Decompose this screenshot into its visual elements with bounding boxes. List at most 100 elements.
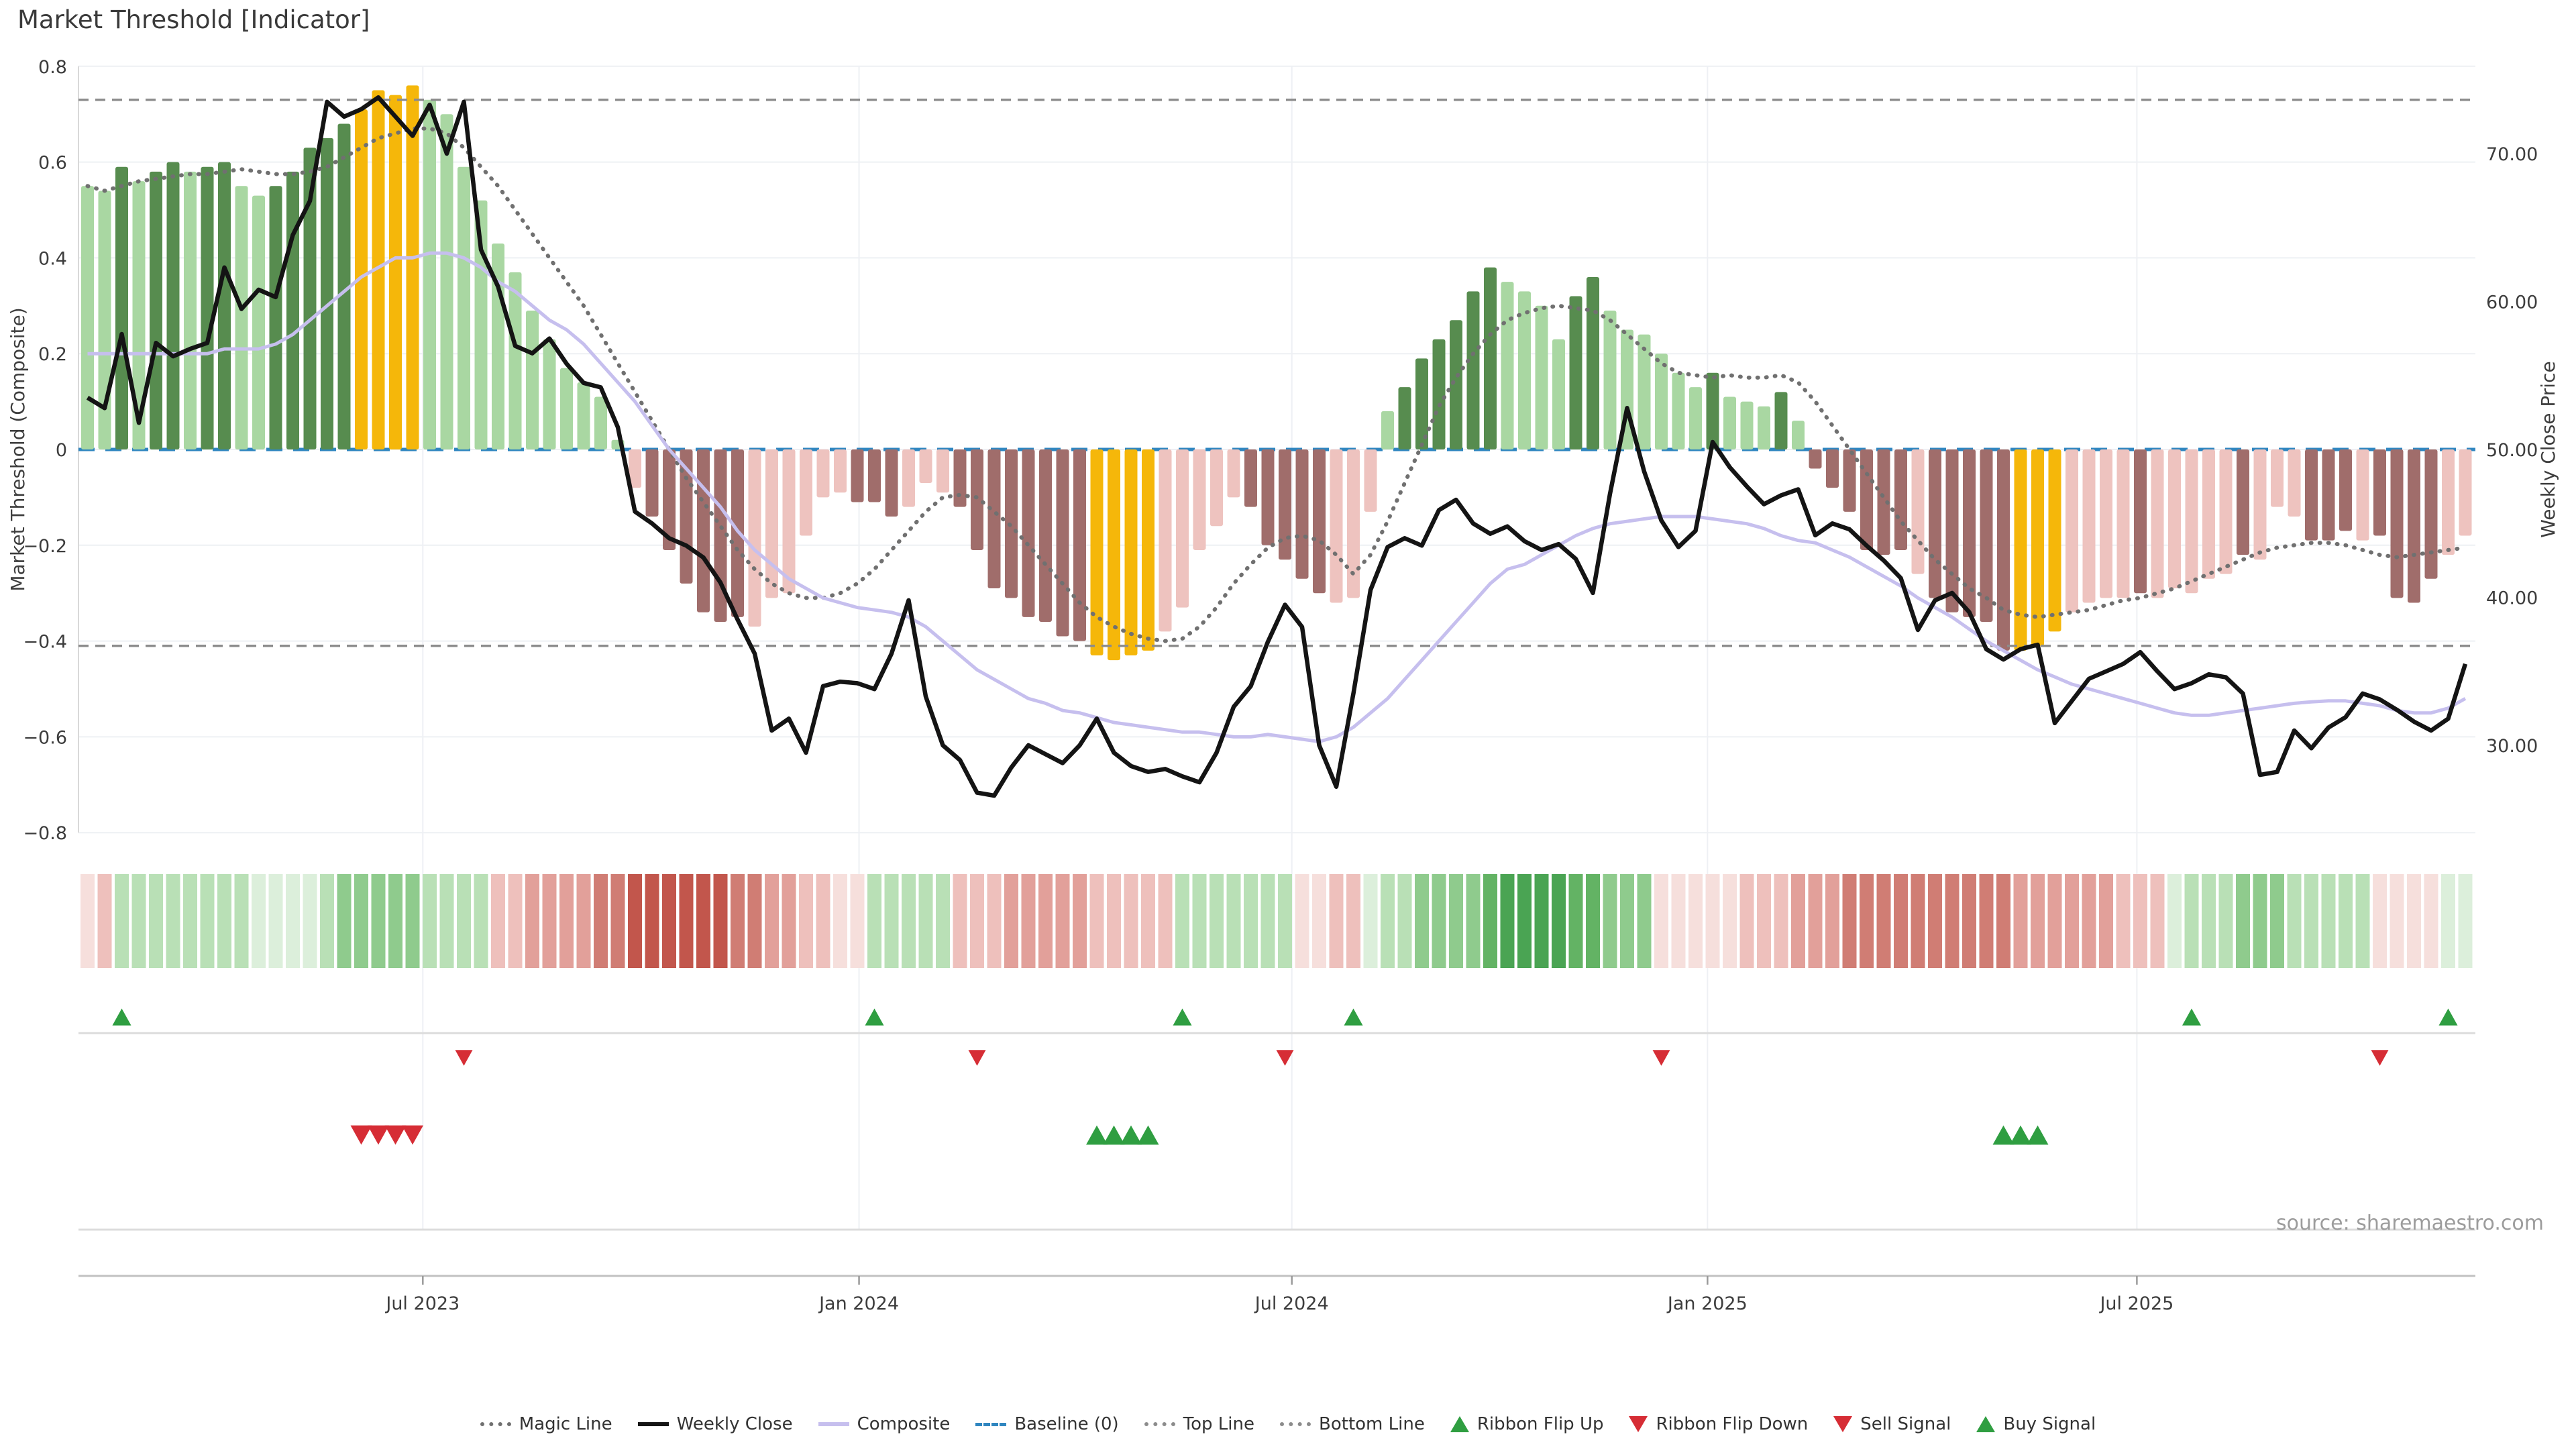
y-left-tick-label: −0.2	[23, 536, 67, 557]
threshold-bar	[1809, 449, 1822, 469]
ribbon-cell	[594, 874, 608, 968]
sell-signal-marker	[402, 1125, 423, 1145]
ribbon-cell	[286, 874, 300, 968]
ribbon-cell	[1363, 874, 1378, 968]
dotted-line-swatch-icon	[1144, 1422, 1175, 1426]
threshold-bar	[834, 449, 847, 493]
ribbon-cell	[1791, 874, 1805, 968]
ribbon-cell	[918, 874, 933, 968]
ribbon-cell	[1705, 874, 1720, 968]
threshold-bar	[286, 171, 299, 449]
threshold-bar	[577, 382, 590, 449]
sell-signal-marker	[350, 1125, 372, 1145]
buy-signal-marker	[1992, 1125, 2015, 1145]
y-left-axis-title: Market Threshold (Composite)	[7, 307, 29, 591]
threshold-bar	[440, 114, 453, 449]
ribbon-cell	[1107, 874, 1121, 968]
threshold-bar	[1210, 449, 1223, 527]
ribbon-cell	[1723, 874, 1737, 968]
legend-item-weekly-close: Weekly Close	[637, 1414, 793, 1434]
ribbon-cell	[1568, 874, 1583, 968]
ribbon-cell	[2321, 874, 2336, 968]
composite-line	[87, 251, 2467, 743]
threshold-bar	[1432, 339, 1446, 449]
sell-signal-marker	[384, 1125, 407, 1145]
legend-item-label: Ribbon Flip Up	[1477, 1414, 1604, 1434]
threshold-bar	[2237, 449, 2249, 555]
page-title: Market Threshold [Indicator]	[17, 5, 370, 34]
ribbon-cell	[1038, 874, 1053, 968]
threshold-bar	[1860, 449, 1873, 550]
threshold-bar	[2100, 449, 2112, 598]
ribbon-cell	[1192, 874, 1207, 968]
threshold-bar	[1997, 449, 2010, 651]
threshold-bar	[150, 171, 162, 449]
ribbon-cell	[1004, 874, 1018, 968]
ribbon-cell	[902, 874, 916, 968]
ribbon-cell	[1483, 874, 1497, 968]
legend-item-label: Bottom Line	[1319, 1414, 1425, 1434]
legend-item-magic-line: Magic Line	[480, 1414, 612, 1434]
y-left-tick-label: 0.8	[38, 57, 67, 78]
ribbon-cell	[491, 874, 505, 968]
threshold-bar	[2031, 449, 2044, 646]
sell-signal-marker	[368, 1125, 389, 1145]
ribbon-cell	[2390, 874, 2404, 968]
threshold-bar	[1450, 320, 1462, 449]
threshold-bar	[2253, 449, 2267, 560]
ribbon-cell	[2253, 874, 2267, 968]
threshold-bar	[800, 449, 812, 536]
threshold-bar	[1227, 449, 1240, 498]
ribbon-flip-up-marker	[1344, 1008, 1363, 1026]
legend-item-label: Sell Signal	[1860, 1414, 1951, 1434]
ribbon-cell	[1449, 874, 1463, 968]
threshold-bar	[1090, 449, 1104, 656]
threshold-bar	[1723, 396, 1736, 449]
ribbon-cell	[1397, 874, 1412, 968]
threshold-bar	[321, 138, 333, 449]
threshold-bar	[1347, 449, 1360, 598]
threshold-bar	[2219, 449, 2233, 574]
triangle-up-icon	[1976, 1416, 1996, 1432]
ribbon-cell	[559, 874, 574, 968]
threshold-bar	[1826, 449, 1839, 488]
threshold-bar	[423, 99, 436, 449]
threshold-bar	[1740, 401, 1754, 449]
threshold-bar	[1638, 334, 1651, 449]
ribbon-cell	[2202, 874, 2216, 968]
ribbon-cell	[662, 874, 676, 968]
ribbon-cell	[1979, 874, 1994, 968]
threshold-bar	[2014, 449, 2027, 651]
x-tick-label: Jan 2024	[818, 1293, 899, 1314]
ribbon-cell	[1586, 874, 1600, 968]
ribbon-cell	[115, 874, 129, 968]
ribbon-cell	[1244, 874, 1258, 968]
threshold-bar	[303, 148, 317, 449]
ribbon-flip-up-marker	[2182, 1008, 2201, 1026]
ribbon-cell	[1825, 874, 1839, 968]
threshold-bar	[1364, 449, 1377, 512]
ribbon-cell	[234, 874, 249, 968]
threshold-bar	[919, 449, 932, 483]
y-right-tick-label: 40.00	[2486, 588, 2538, 609]
threshold-bar	[663, 449, 676, 550]
ribbon-cell	[1894, 874, 1908, 968]
threshold-bar	[2373, 449, 2386, 536]
ribbon-cell	[2236, 874, 2250, 968]
ribbon-cell	[1945, 874, 1960, 968]
threshold-bar	[1142, 449, 1155, 651]
ribbon-cell	[2065, 874, 2079, 968]
threshold-bar	[1655, 354, 1668, 449]
ribbon-cell	[2116, 874, 2131, 968]
ribbon-flip-down-marker	[2371, 1050, 2389, 1066]
solid-line-swatch-icon	[818, 1422, 849, 1426]
y-left-tick-label: −0.6	[23, 727, 67, 748]
ribbon-cell	[1739, 874, 1754, 968]
threshold-bar	[2424, 449, 2438, 579]
threshold-bar	[2116, 449, 2130, 598]
ribbon-cell	[474, 874, 488, 968]
ribbon-cell	[1226, 874, 1241, 968]
threshold-bar	[816, 449, 830, 498]
y-right-tick-label: 60.00	[2486, 292, 2538, 313]
ribbon-cell	[200, 874, 215, 968]
